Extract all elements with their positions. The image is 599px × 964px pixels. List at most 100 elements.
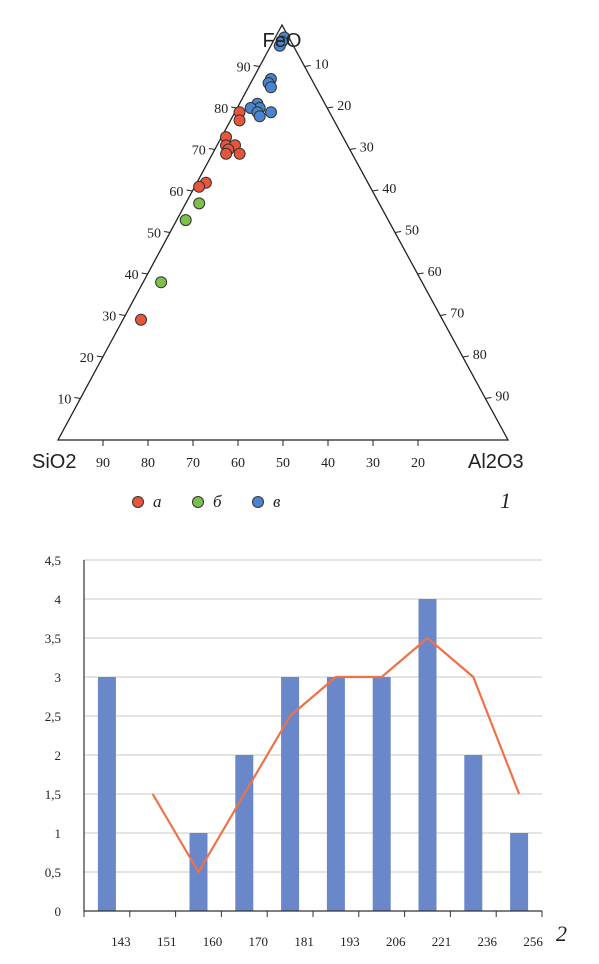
al2o3-tick-label: 80 [473, 348, 487, 363]
feo-tick-label: 60 [169, 185, 183, 200]
al2o3-tick-label: 10 [315, 58, 329, 73]
y-tick-label: 2,5 [45, 709, 61, 724]
y-tick-label: 0 [55, 904, 62, 919]
al2o3-tick-label: 40 [382, 182, 396, 197]
ternary-diagram: 10 20 30 40 50 60 70 80 90 10 20 30 40 50 60 70 80 90 90 80… [32, 23, 524, 513]
ternary-point [233, 147, 246, 160]
al2o3-tick-label: 50 [405, 224, 419, 239]
sio2-tick-label: 70 [186, 456, 200, 471]
x-tick-label: 221 [432, 934, 452, 949]
sio2-tick-label: 40 [321, 456, 335, 471]
bar [326, 677, 345, 911]
sio2-tick-label: 90 [96, 456, 110, 471]
sio2-tick-label: 50 [276, 456, 290, 471]
x-tick-label: 193 [340, 934, 360, 949]
legend-marker [252, 496, 264, 508]
y-tick-label: 4 [55, 592, 62, 607]
x-tick-label: 256 [523, 934, 543, 949]
bar [372, 677, 391, 911]
bar [235, 755, 254, 911]
y-tick-labels: 0 0,5 1 1,5 2 2,5 3 3,5 4 4,5 [45, 553, 62, 919]
x-tick-labels: 143 151 160 170 181 193 206 221 236 256 [111, 934, 543, 949]
al2o3-tick [349, 148, 356, 150]
grid-lines [84, 559, 542, 873]
al2o3-tick [440, 314, 447, 316]
ternary-point [233, 114, 246, 127]
trend-line [151, 636, 521, 874]
feo-tick [141, 272, 148, 275]
al2o3-tick [372, 189, 379, 192]
ternary-ticks: 10 20 30 40 50 60 70 80 90 10 20 30 40 50 60 70 80 90 90 80… [57, 58, 509, 472]
feo-tick-label: 70 [192, 144, 206, 159]
ternary-point [273, 39, 286, 52]
vertex-label-right: Al2O3 [468, 451, 524, 473]
legend-label: в [273, 492, 281, 511]
al2o3-tick-label: 90 [495, 390, 509, 405]
y-tick-label: 1 [55, 826, 62, 841]
axes [83, 560, 543, 917]
sio2-tick-label: 60 [231, 456, 245, 471]
feo-tick-label: 20 [80, 351, 94, 366]
vertex-label-top: FeO [263, 30, 302, 52]
feo-tick [96, 355, 103, 358]
x-tick-label: 206 [386, 934, 406, 949]
y-tick-label: 0,5 [45, 865, 61, 880]
y-tick-label: 2 [55, 748, 62, 763]
al2o3-tick [417, 272, 424, 275]
x-tick-label: 143 [111, 934, 131, 949]
ternary-point [264, 81, 277, 94]
al2o3-tick-label: 60 [428, 265, 442, 280]
feo-tick-label: 90 [237, 61, 251, 76]
x-tick-label: 160 [203, 934, 223, 949]
legend-label: б [213, 492, 222, 511]
feo-tick [186, 189, 193, 192]
feo-tick-label: 50 [147, 227, 161, 242]
legend-label: а [153, 492, 162, 511]
feo-tick [74, 397, 81, 399]
x-tick-label: 151 [157, 934, 177, 949]
panel-label-1: 1 [500, 488, 511, 513]
bar [510, 833, 529, 911]
feo-tick [208, 148, 215, 150]
feo-tick [253, 65, 260, 67]
bar-chart: 0 0,5 1 1,5 2 2,5 3 3,5 4 4,5 143 151 160 170 181 193 2… [45, 553, 567, 949]
sio2-tick-label: 80 [141, 456, 155, 471]
legend-marker [132, 496, 144, 508]
x-tick-label: 170 [249, 934, 269, 949]
ternary-point [220, 147, 233, 160]
x-tick-label: 236 [478, 934, 498, 949]
feo-tick-label: 40 [125, 268, 139, 283]
al2o3-tick [304, 65, 311, 67]
y-tick-label: 4,5 [45, 553, 61, 568]
ternary-point [155, 276, 168, 289]
x-tick-label: 181 [294, 934, 314, 949]
ternary-frame [56, 23, 510, 441]
bar [418, 599, 437, 911]
al2o3-tick-label: 20 [337, 99, 351, 114]
y-tick-label: 3,5 [45, 631, 61, 646]
bar [464, 755, 483, 911]
al2o3-tick [462, 355, 469, 358]
al2o3-tick-label: 70 [450, 307, 464, 322]
feo-tick-label: 30 [102, 310, 116, 325]
bars [97, 599, 529, 911]
ternary-point [253, 110, 266, 123]
panel-label-2: 2 [556, 921, 567, 946]
feo-tick [163, 231, 171, 233]
al2o3-tick [485, 397, 492, 399]
feo-tick-label: 80 [214, 102, 228, 117]
ternary-point [179, 214, 192, 227]
legend-marker [192, 496, 204, 508]
al2o3-tick [394, 231, 402, 233]
bar [281, 677, 300, 911]
ternary-point [193, 197, 206, 210]
sio2-tick-label: 30 [366, 456, 380, 471]
y-tick-label: 1,5 [45, 787, 61, 802]
bar [97, 677, 116, 911]
ternary-point [265, 106, 277, 119]
feo-tick-label: 10 [57, 393, 71, 408]
feo-tick [119, 314, 126, 316]
vertex-label-left: SiO2 [32, 451, 76, 473]
al2o3-tick-label: 30 [360, 141, 374, 156]
